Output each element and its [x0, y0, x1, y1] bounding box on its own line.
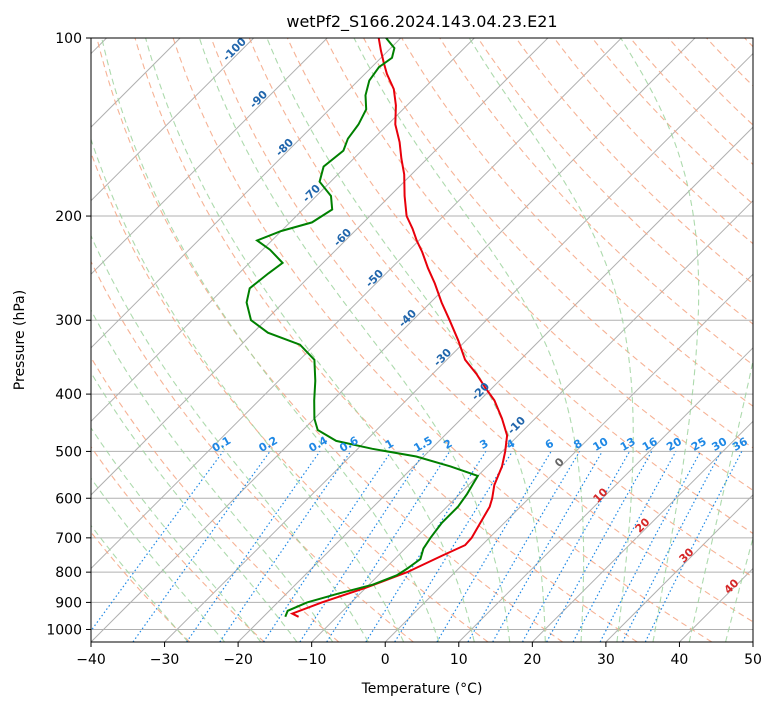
mixing-ratio-line: [219, 451, 352, 642]
isotherm-gridline: [91, 38, 549, 496]
mixing-ratio-line: [436, 451, 552, 642]
moist-adiabat: [91, 371, 298, 642]
mixing-ratio-line: [326, 451, 451, 642]
isotherm-gridline: [91, 38, 328, 275]
mixing-ratio-line: [394, 451, 513, 642]
isotherm-gridline: [164, 52, 753, 642]
mixing-ratio-line: [521, 451, 631, 642]
mixing-ratio-line: [492, 451, 603, 642]
dry-adiabat: [515, 38, 753, 285]
profile-layer: [245, 38, 509, 618]
grid-layer: [91, 38, 753, 642]
moist-adiabat: [725, 536, 753, 642]
x-tick-label: −40: [76, 652, 106, 668]
moist-adiabat: [198, 38, 511, 642]
isotherm-gridline: [91, 38, 622, 570]
x-tick-label: 50: [744, 652, 762, 668]
isotherm-gridline: [531, 420, 753, 642]
mixing-ratio-layer: [91, 451, 743, 642]
isotherm-gridline: [458, 347, 753, 642]
y-tick-label: 400: [55, 387, 82, 403]
moist-adiabat: [145, 38, 475, 642]
isotherm-gridline: [237, 126, 753, 642]
y-axis-label: Pressure (hPa): [12, 290, 28, 390]
dry-adiabat: [401, 38, 753, 407]
mixing-ratio-line: [467, 451, 581, 642]
y-tick-label: 800: [55, 565, 82, 581]
isotherm-gridline: [384, 273, 753, 642]
moist-adiabat: [266, 38, 546, 642]
dry-adiabat: [363, 38, 753, 449]
isotherm-gridline: [91, 38, 475, 423]
moist-adiabat: [91, 477, 226, 642]
dry-adiabat: [591, 38, 753, 205]
mixing-ratio-line: [91, 451, 224, 632]
moist-adiabat: [620, 38, 700, 642]
plot-frame: [90, 37, 754, 643]
x-tick-label: 0: [381, 652, 390, 668]
x-axis-label: Temperature (°C): [361, 681, 483, 697]
axis-layer: −40 −30 −20 −10 0 10 20 30 40 50 100 200 300 400 500 60…: [46, 31, 762, 668]
y-tick-label: 700: [55, 531, 82, 547]
moist-adiabat: [101, 38, 440, 642]
moist-adiabat: [91, 524, 189, 642]
x-tick-label: −30: [150, 652, 180, 668]
dry-adiabat: [134, 38, 638, 642]
dry-adiabat: [210, 38, 753, 623]
mixing-ratio-line: [572, 451, 677, 642]
y-tick-label: 1000: [46, 622, 82, 638]
dry-adiabat: [91, 445, 265, 642]
y-tick-label: 100: [55, 31, 82, 47]
x-tick-label: −10: [297, 652, 327, 668]
moist-adiabat: [91, 137, 405, 642]
moist-adiabat: [688, 358, 753, 642]
moist-adiabat: [91, 234, 369, 642]
temperature-profile-line: [289, 38, 509, 618]
y-tick-label: 900: [55, 595, 82, 611]
x-tick-label: 20: [523, 652, 541, 668]
isotherm-gridline: [605, 494, 753, 642]
isotherm-gridline: [91, 38, 255, 202]
isotherm-gridline: [91, 38, 402, 349]
moist-adiabat: [353, 38, 585, 642]
dry-adiabat: [629, 38, 753, 166]
y-tick-label: 300: [55, 313, 82, 329]
dry-adiabat: [172, 38, 713, 642]
isotherm-gridline: [91, 38, 696, 642]
mixing-ratio-line: [546, 451, 653, 642]
chart-title: wetPf2_S166.2024.143.04.23.E21: [286, 12, 557, 32]
moist-adiabat: [91, 426, 262, 642]
mixing-ratio-line: [132, 451, 271, 642]
dry-adiabat: [248, 38, 753, 578]
moist-adiabat: [91, 309, 334, 642]
x-tick-label: −20: [223, 652, 253, 668]
y-tick-label: 500: [55, 444, 82, 460]
x-tick-label: 30: [597, 652, 615, 668]
y-tick-label: 600: [55, 491, 82, 507]
dry-adiabat: [286, 38, 753, 535]
dewpoint-profile-line: [245, 38, 480, 618]
x-tick-label: 40: [671, 652, 689, 668]
dry-adiabat: [477, 38, 753, 325]
adiabat-layer: [91, 38, 753, 642]
x-tick-label: 10: [450, 652, 468, 668]
dry-adiabat: [325, 38, 753, 492]
y-tick-label: 200: [55, 209, 82, 225]
